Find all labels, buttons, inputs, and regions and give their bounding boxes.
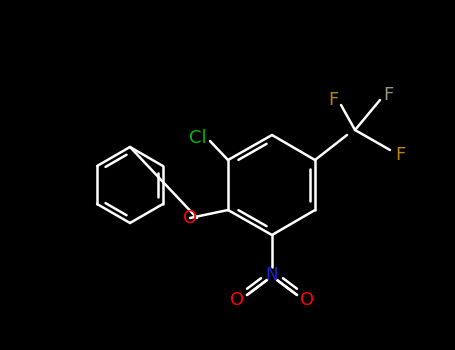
Text: Cl: Cl (189, 129, 207, 147)
Text: F: F (395, 146, 405, 164)
Text: O: O (300, 291, 314, 309)
Text: O: O (183, 209, 197, 227)
Text: F: F (328, 91, 338, 109)
Text: O: O (230, 291, 244, 309)
Text: N: N (266, 266, 278, 284)
Text: F: F (383, 86, 393, 104)
